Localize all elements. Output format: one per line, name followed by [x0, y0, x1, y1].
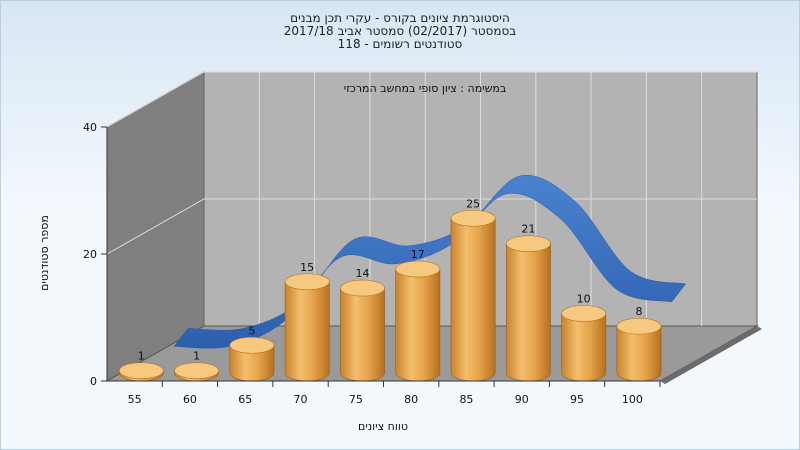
- x-tick-label: 80: [404, 393, 418, 406]
- data-label: 10: [577, 293, 591, 306]
- data-label: 17: [411, 248, 425, 261]
- bar-body: [561, 313, 607, 382]
- bar-100: 8: [616, 305, 662, 382]
- x-tick-label: 95: [570, 393, 584, 406]
- bar-top: [450, 209, 496, 227]
- bar-top: [174, 362, 220, 379]
- chart-subtitle-registered: סטודנטים רשומים - 118: [337, 37, 463, 51]
- bar-top: [229, 336, 275, 354]
- chart-subtitle-semester: בסמסטר (02/2017) סמסטר אביב 2017/18: [283, 24, 517, 38]
- bar-body: [505, 243, 551, 382]
- x-tick-label: 100: [622, 393, 643, 406]
- data-label: 1: [138, 350, 145, 363]
- floor-edge: [660, 326, 762, 384]
- x-tick-label: 60: [183, 393, 197, 406]
- data-label: 25: [466, 197, 480, 210]
- bar-60: 1: [174, 350, 220, 382]
- data-label: 14: [355, 267, 369, 280]
- trend-ribbon-path: [173, 174, 687, 349]
- x-tick-label: 90: [515, 393, 529, 406]
- y-tick-label: 40: [83, 121, 97, 134]
- x-tick-label: 55: [128, 393, 142, 406]
- bar-90: 21: [505, 223, 551, 382]
- bar-top: [118, 362, 164, 379]
- bar-95: 10: [561, 293, 607, 382]
- x-tick-label: 70: [294, 393, 308, 406]
- bar-top: [561, 305, 607, 322]
- bar-body: [450, 217, 496, 382]
- bar-70: 15: [284, 261, 330, 382]
- y-axis-label: מספר סטודנטים: [38, 215, 51, 291]
- bar-85: 25: [450, 197, 496, 382]
- x-tick-label: 75: [349, 393, 363, 406]
- data-label: 15: [300, 261, 314, 274]
- bar-top: [616, 317, 662, 335]
- trend-ribbon: [173, 174, 687, 349]
- bar-body: [395, 268, 441, 382]
- horizontal-gridline: [106, 71, 757, 128]
- bar-65: 5: [229, 324, 275, 382]
- data-label: 21: [521, 223, 535, 236]
- bar-top: [395, 260, 441, 278]
- x-tick-label: 85: [459, 393, 473, 406]
- bar-75: 14: [340, 267, 385, 382]
- data-label: 1: [193, 350, 200, 363]
- bar-top: [284, 273, 330, 291]
- chart-title: היסטוגרמת ציונים בקורס - עקרי תכן מבנים: [290, 11, 510, 25]
- y-tick-label: 20: [83, 248, 97, 261]
- bar-55: 1: [118, 350, 164, 382]
- data-label: 5: [248, 324, 255, 337]
- inner-chart-title: במשימה : ציון סופי במחשב המרכזי: [344, 82, 507, 95]
- x-tick-label: 65: [238, 393, 252, 406]
- bar-body: [284, 281, 330, 382]
- y-tick-label: 0: [90, 375, 97, 388]
- bar-top: [340, 279, 385, 297]
- bar-top: [505, 235, 551, 252]
- bar-80: 17: [395, 248, 441, 382]
- data-label: 8: [635, 305, 642, 318]
- x-axis-label: טווח ציונים: [358, 420, 408, 433]
- bar-body: [340, 287, 385, 382]
